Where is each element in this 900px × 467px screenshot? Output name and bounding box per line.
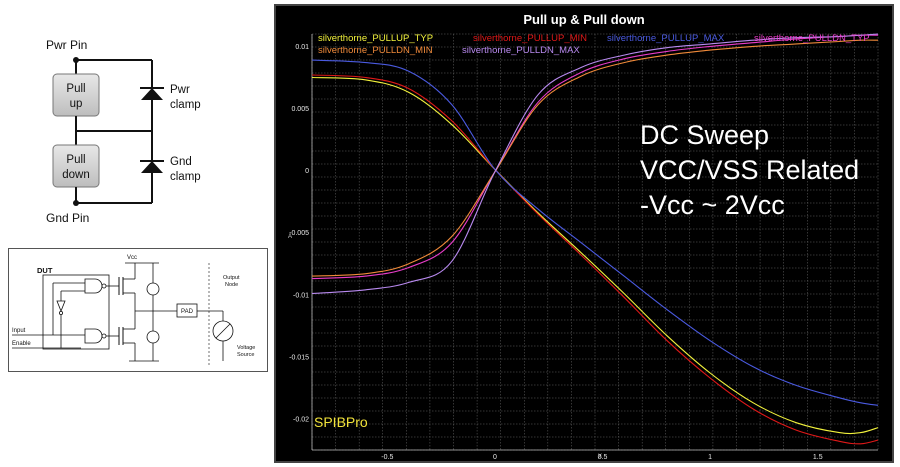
legend-entry: silverthorne_PULLUP_MAX xyxy=(607,33,725,44)
x-axis-label: X xyxy=(598,454,602,460)
output-node-label-2: Node xyxy=(225,282,238,288)
dc-sweep-annotation: DC Sweep VCC/VSS Related -Vcc ~ 2Vcc xyxy=(640,118,859,223)
x-tick-label: 0.5 xyxy=(598,454,608,461)
y-tick-label: 0.005 xyxy=(291,106,309,113)
series-line-silverthorne-pulldn-min xyxy=(311,39,879,277)
pwr-clamp-label-2: clamp xyxy=(170,99,201,111)
pull-down-label: Pull xyxy=(66,154,85,166)
gnd-pin-label: Gnd Pin xyxy=(46,211,89,225)
y-tick-label: -0.01 xyxy=(293,292,309,299)
nor-gate-icon xyxy=(84,328,107,344)
pull-down-label-2: down xyxy=(62,169,90,181)
annotation-line-2: VCC/VSS Related xyxy=(640,155,860,185)
gnd-clamp-label-2: clamp xyxy=(170,171,201,183)
x-tick-label: 1.5 xyxy=(813,454,823,461)
y-tick-label: -0.005 xyxy=(289,230,309,237)
y-tick-label: 0 xyxy=(305,168,309,175)
pwr-clamp-diode-icon xyxy=(140,87,164,100)
y-tick-label: -0.015 xyxy=(289,354,309,361)
dut-label: DUT xyxy=(37,266,53,275)
pad-label: PAD xyxy=(181,309,194,315)
gnd-clamp-diode-icon xyxy=(140,160,164,173)
ibis-structure-diagram: Pwr Pin Gnd Pin Pull up Pull down Pwr cl… xyxy=(46,38,201,225)
series-line-silverthorne-pullup-typ xyxy=(311,76,879,435)
inverter-icon xyxy=(56,300,66,316)
pull-up-label: Pull xyxy=(66,83,85,95)
pull-up-pull-down-chart: Pull up & Pull down -0.5 0 0.5 1 1.5 0.01 0.00… xyxy=(288,12,879,461)
legend-entry: silverthorne_PULLDN_TYP xyxy=(754,33,870,44)
gnd-clamp-label: Gnd xyxy=(170,156,192,168)
pwr-clamp-source-icon xyxy=(146,282,160,296)
series-line-silverthorne-pullup-min xyxy=(311,74,879,445)
legend-entry: silverthorne_PULLUP_TYP xyxy=(318,33,433,44)
voltage-source-label: Voltage xyxy=(237,345,255,351)
enable-label: Enable xyxy=(12,341,31,347)
pad-box xyxy=(176,303,198,318)
vcc-label: Vcc xyxy=(127,255,137,261)
input-label: Input xyxy=(12,328,26,334)
y-axis-label: A xyxy=(288,234,292,240)
chart-title: Pull up & Pull down xyxy=(523,12,644,27)
y-tick-label: 0.01 xyxy=(295,44,309,51)
pwr-pin-label: Pwr Pin xyxy=(46,38,87,52)
iv-plot-panel: Pull up & Pull down -0.5 0 0.5 1 1.5 0.01 0.00… xyxy=(274,4,894,463)
y-tick-label: -0.02 xyxy=(293,416,309,423)
legend-entry: silverthorne_PULLUP_MIN xyxy=(473,33,587,44)
buffer-test-schematic: DUT Vcc Input Enable PAD Out xyxy=(8,248,268,372)
output-node-label: Output xyxy=(223,275,240,281)
annotation-line-3: -Vcc ~ 2Vcc xyxy=(640,190,785,220)
x-tick-label: 1 xyxy=(708,454,712,461)
series-line-silverthorne-pullup-max xyxy=(311,59,879,406)
spibpro-brand-label: SPIBPro xyxy=(314,414,368,430)
x-tick-label: -0.5 xyxy=(381,454,393,461)
nand-gate-icon xyxy=(84,278,107,294)
annotation-line-1: DC Sweep xyxy=(640,120,770,150)
gnd-clamp-source-icon xyxy=(146,330,160,344)
legend-entry: silverthorne_PULLDN_MAX xyxy=(462,45,580,56)
pull-up-label-2: up xyxy=(70,98,83,110)
pwr-clamp-label: Pwr xyxy=(170,84,190,96)
x-tick-label: 0 xyxy=(493,454,497,461)
series-line-silverthorne-pulldn-max xyxy=(311,33,879,295)
legend-entry: silverthorne_PULLDN_MIN xyxy=(318,45,433,56)
voltage-source-label-2: Source xyxy=(237,352,254,358)
